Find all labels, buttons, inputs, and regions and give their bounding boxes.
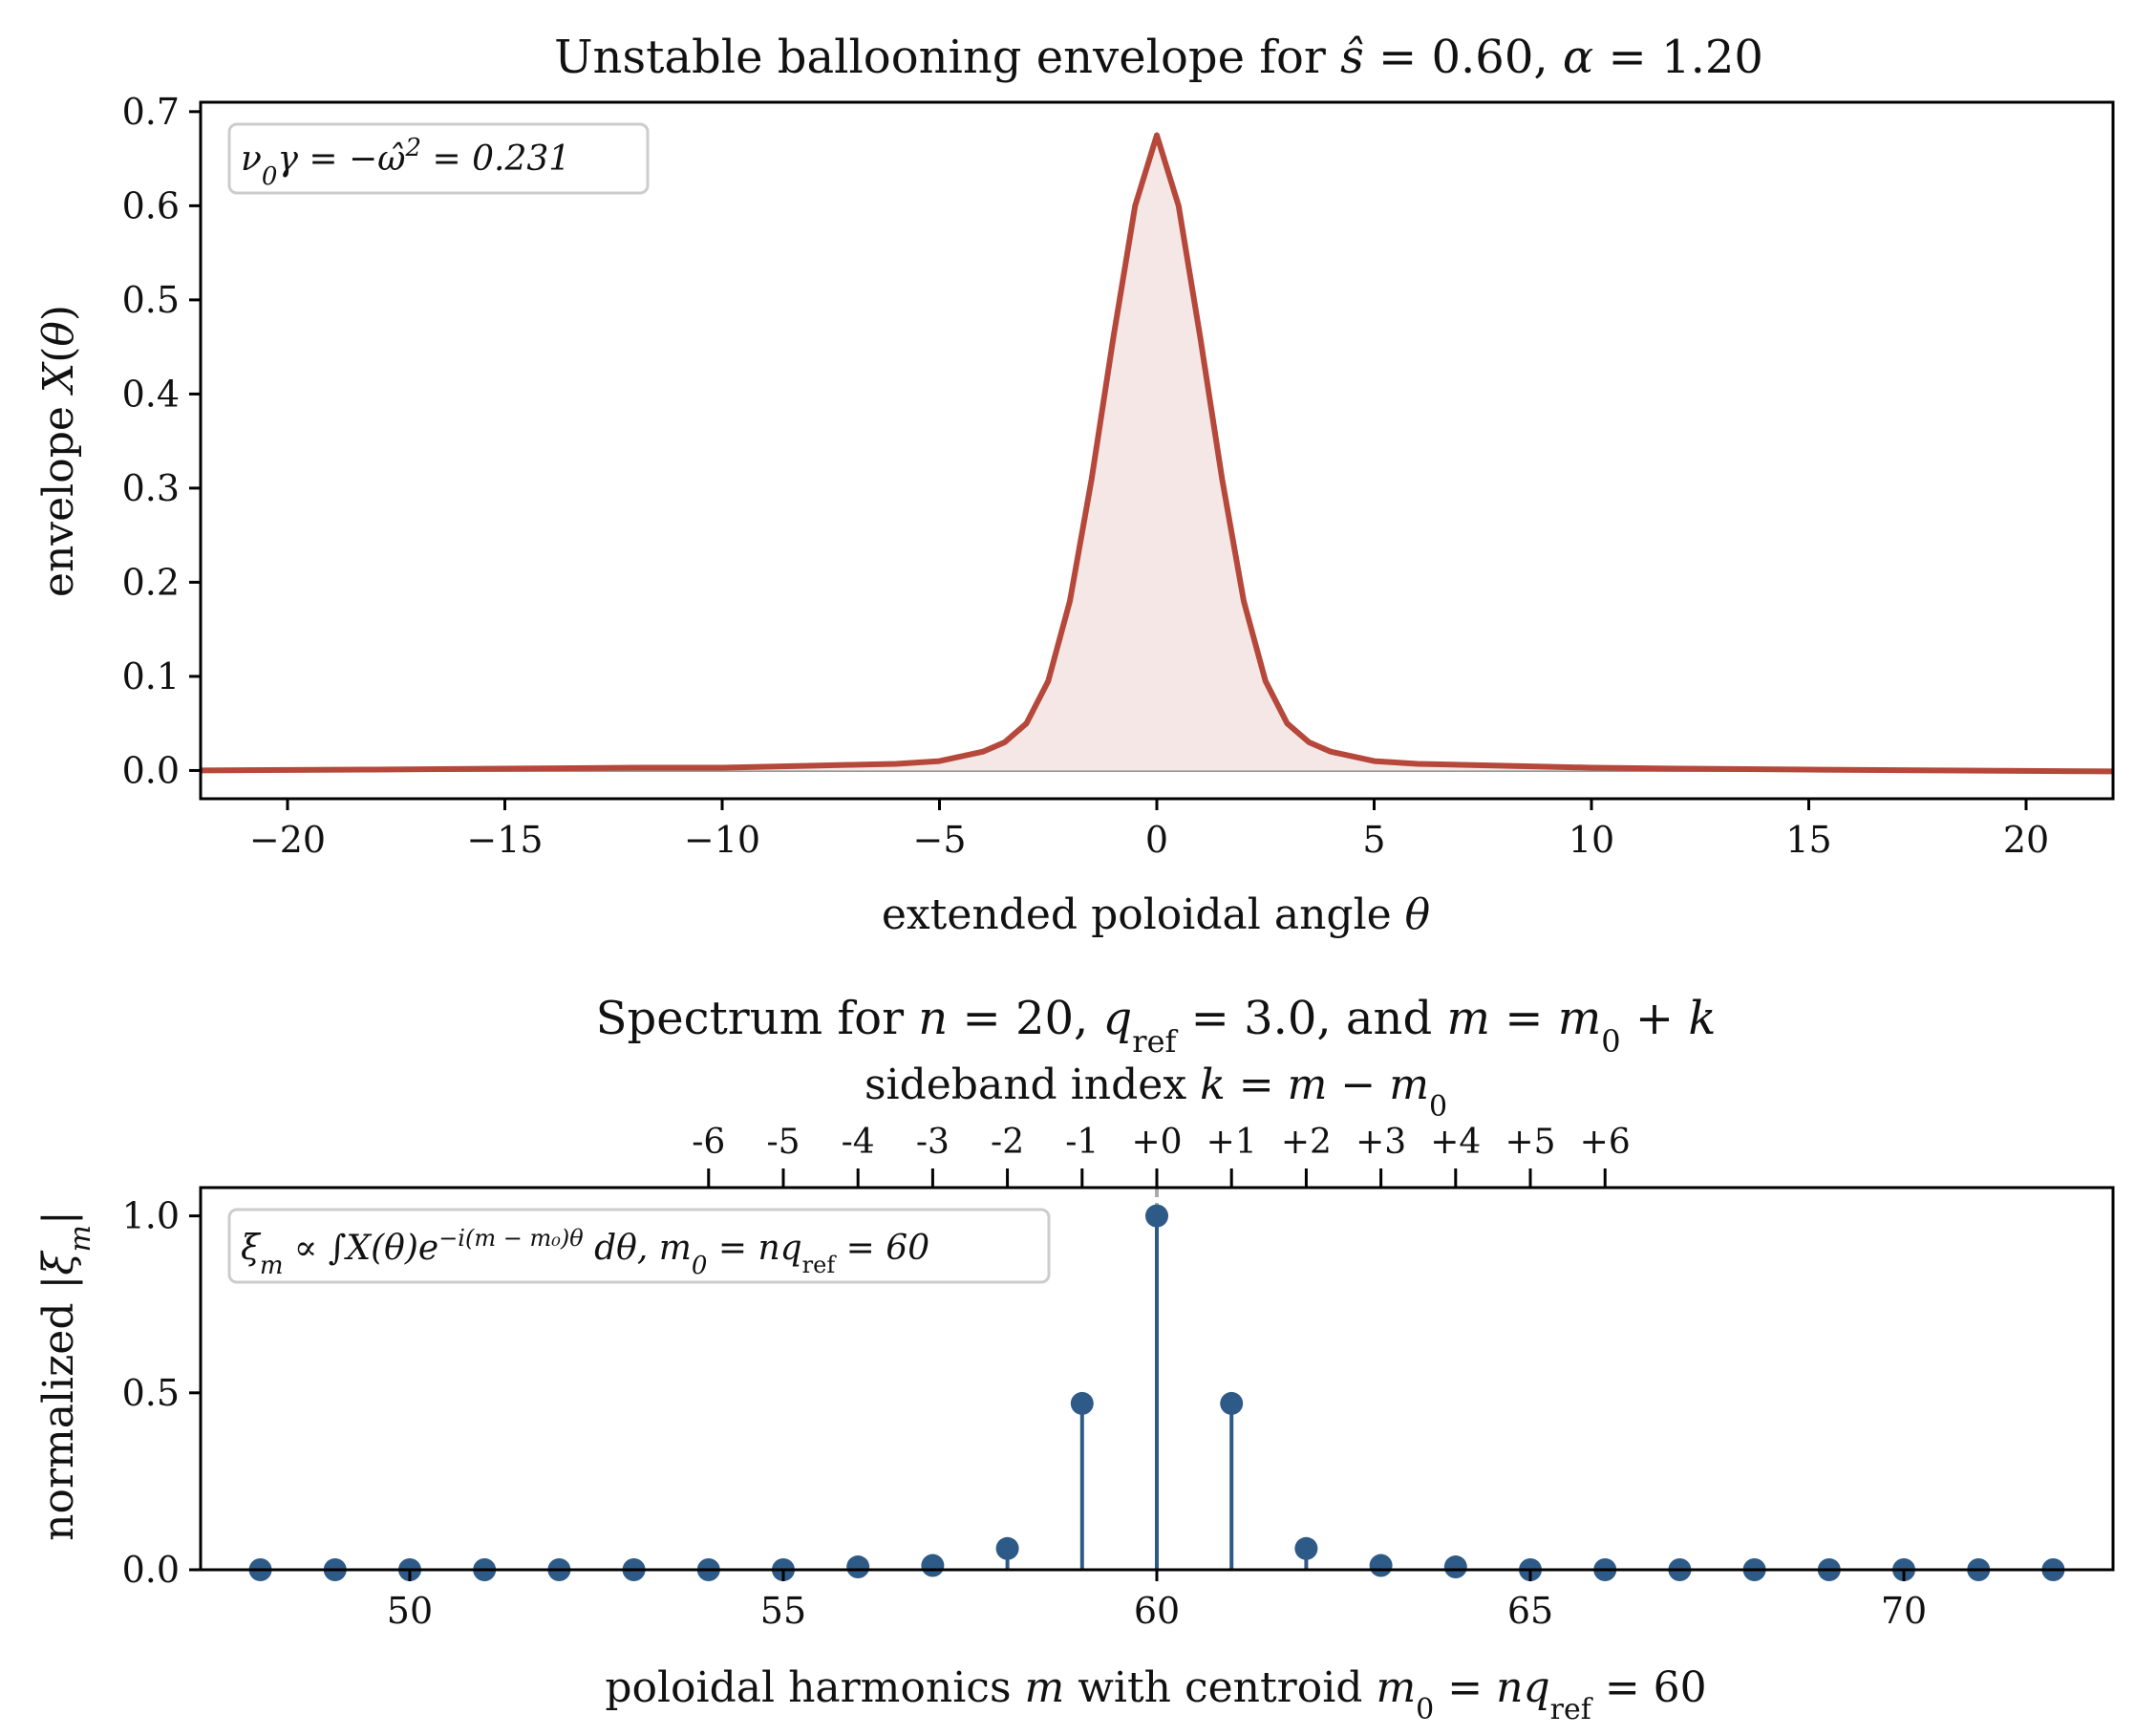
- stem-marker: [1145, 1204, 1168, 1228]
- y-tick-label: 0.0: [122, 1549, 180, 1591]
- y-tick-label: 0.5: [122, 279, 180, 321]
- x-tick-label: 65: [1507, 1590, 1553, 1632]
- stem-marker: [1369, 1554, 1393, 1577]
- top-x-axis-label: extended poloidal angle θ: [882, 890, 1430, 939]
- top-annotation-box: ν0γ = −ω̂2 = 0.231: [227, 122, 650, 195]
- bottom-x-ticks: 50 55 60 65 70: [387, 1570, 1927, 1632]
- sideband-tick-label: +5: [1505, 1123, 1555, 1162]
- envelope-line: [200, 132, 2114, 775]
- sideband-tick-label: -5: [766, 1123, 800, 1162]
- top-plot-area: [200, 132, 2114, 775]
- x-tick-label: −15: [466, 819, 543, 861]
- stem-marker: [1220, 1391, 1244, 1415]
- sideband-tick-label: +3: [1356, 1123, 1406, 1162]
- stem-marker: [846, 1555, 870, 1579]
- y-tick-label: 0.7: [122, 91, 180, 133]
- secondary-x-axis-label: sideband index k = m − m0: [865, 1061, 1447, 1124]
- x-tick-label: 10: [1569, 819, 1614, 861]
- x-tick-label: 55: [760, 1590, 806, 1632]
- x-tick-label: −5: [912, 819, 966, 861]
- sideband-tick-label: +6: [1580, 1123, 1631, 1162]
- x-tick-label: 50: [387, 1590, 433, 1632]
- y-tick-label: 0.0: [122, 749, 180, 791]
- sideband-tick-label: +4: [1430, 1123, 1481, 1162]
- x-tick-label: −20: [249, 819, 326, 861]
- sideband-tick-label: +2: [1281, 1123, 1332, 1162]
- top-x-ticks: −20 −15 −10 −5 0 5 10 15 20: [249, 799, 2049, 861]
- sideband-tick-label: -3: [916, 1123, 950, 1162]
- bottom-x-axis-label: poloidal harmonics m with centroid m0 = …: [605, 1663, 1706, 1726]
- top-chart-title: Unstable ballooning envelope for ŝ = 0.6…: [554, 31, 1763, 84]
- y-tick-label: 0.6: [122, 184, 180, 226]
- x-tick-label: 15: [1785, 819, 1831, 861]
- secondary-x-ticks: -6 -5 -4 -3 -2 -1 +0 +1 +2 +3 +4 +5 +6: [692, 1123, 1631, 1188]
- y-tick-label: 0.5: [122, 1372, 180, 1414]
- bottom-chart-title: Spectrum for n = 20, qref = 3.0, and m =…: [596, 992, 1717, 1060]
- x-tick-label: 70: [1881, 1590, 1927, 1632]
- sideband-tick-label: -2: [991, 1123, 1024, 1162]
- stem-marker: [995, 1536, 1019, 1560]
- y-tick-label: 0.1: [122, 655, 180, 697]
- bottom-y-axis-label: normalized |ξm|: [34, 1211, 97, 1541]
- x-tick-label: −10: [684, 819, 760, 861]
- sideband-tick-label: +0: [1131, 1123, 1182, 1162]
- x-tick-label: 5: [1362, 819, 1385, 861]
- stem-marker: [1294, 1536, 1318, 1560]
- bottom-y-ticks: 0.0 0.5 1.0: [122, 1195, 201, 1591]
- bottom-annotation-box: ξm ∝ ∫X(θ)e−i(m − m₀)θ dθ, m0 = nqref = …: [227, 1208, 1051, 1284]
- x-tick-label: 60: [1134, 1590, 1180, 1632]
- y-tick-label: 1.0: [122, 1195, 180, 1237]
- x-tick-label: 0: [1145, 819, 1168, 861]
- sideband-tick-label: -4: [842, 1123, 875, 1162]
- envelope-fill: [201, 135, 2113, 772]
- sideband-tick-label: -6: [692, 1123, 725, 1162]
- sideband-tick-label: +1: [1206, 1123, 1257, 1162]
- y-tick-label: 0.2: [122, 561, 180, 603]
- top-y-axis-label: envelope X(θ): [34, 305, 83, 597]
- x-tick-label: 20: [2003, 819, 2049, 861]
- y-tick-label: 0.3: [122, 467, 180, 509]
- stem-marker: [1070, 1391, 1094, 1415]
- y-tick-label: 0.4: [122, 373, 180, 415]
- sideband-tick-label: -1: [1065, 1123, 1099, 1162]
- stem-marker: [1443, 1555, 1467, 1579]
- stem-marker: [921, 1554, 945, 1577]
- top-y-ticks: 0.0 0.1 0.2 0.3 0.4 0.5 0.6 0.7: [122, 91, 201, 791]
